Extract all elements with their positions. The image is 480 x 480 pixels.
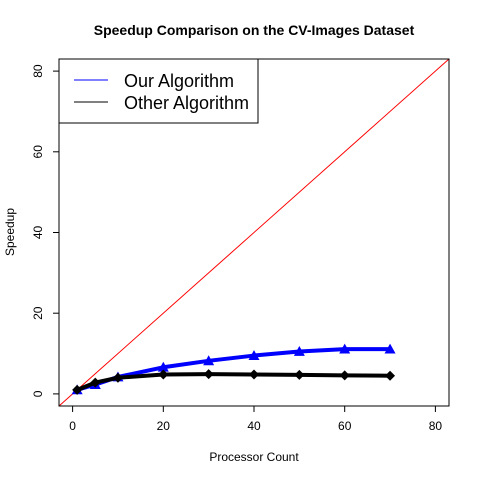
reference-line-y-equals-x: [59, 59, 449, 406]
x-axis: 0 20 40 60 80: [69, 406, 442, 433]
series-line-our-algorithm: [75, 347, 393, 392]
x-tick-label: 60: [338, 419, 352, 433]
legend-label-our-algorithm: Our Algorithm: [124, 71, 234, 91]
x-axis-label: Processor Count: [209, 450, 299, 464]
x-tick-label: 80: [429, 419, 443, 433]
chart-title: Speedup Comparison on the CV-Images Data…: [94, 22, 415, 38]
data-point: [249, 369, 259, 380]
data-point: [293, 346, 305, 356]
y-tick-label: 60: [31, 145, 45, 159]
data-point: [339, 370, 350, 381]
x-tick-label: 20: [157, 419, 171, 433]
x-tick-label: 0: [69, 419, 76, 433]
y-tick-label: 20: [31, 306, 45, 320]
y-tick-label: 80: [31, 64, 45, 78]
data-point: [203, 369, 214, 380]
data-point: [384, 343, 396, 354]
legend-label-other-algorithm: Other Algorithm: [124, 93, 249, 113]
data-point: [158, 369, 169, 380]
data-point: [157, 361, 169, 372]
data-point: [90, 377, 101, 388]
x-tick-label: 40: [247, 419, 261, 433]
series-other-algorithm: [72, 369, 396, 395]
data-point: [248, 350, 260, 360]
data-point: [385, 370, 396, 381]
y-tick-label: 40: [31, 226, 45, 240]
y-axis: 0 20 40 60 80: [31, 64, 59, 397]
legend-box: [58, 58, 259, 124]
data-point: [203, 355, 215, 366]
y-tick-label: 0: [31, 390, 45, 397]
data-point: [339, 343, 351, 354]
legend: Our Algorithm Other Algorithm: [58, 58, 259, 124]
data-point: [112, 372, 123, 383]
data-point: [72, 384, 83, 395]
y-axis-label: Speedup: [3, 208, 17, 256]
data-point: [294, 369, 305, 380]
